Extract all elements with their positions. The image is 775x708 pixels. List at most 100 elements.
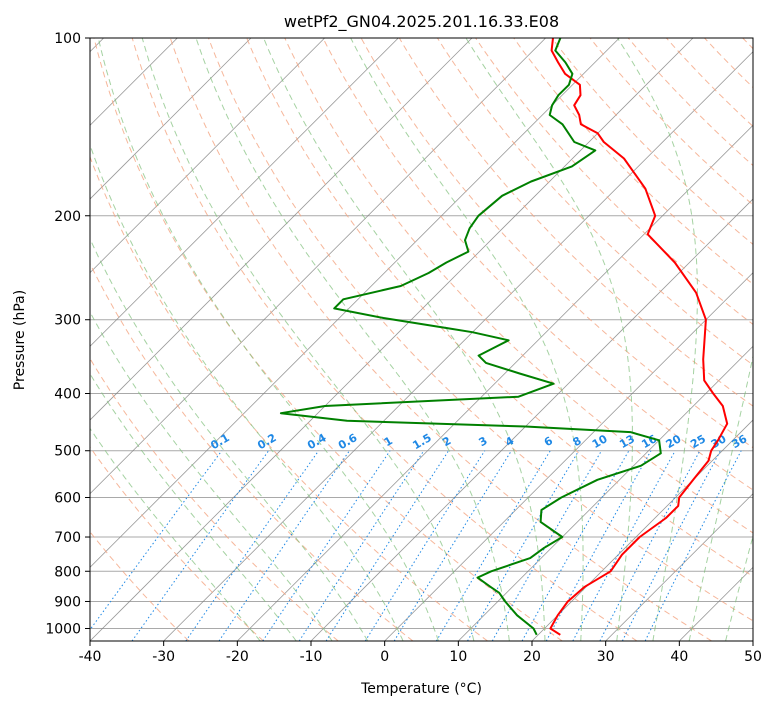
moist-adiabat-line <box>141 38 475 641</box>
axes: -40 -30 -20 -10 0 10 20 30 40 5010020030040050060… <box>45 31 762 665</box>
isotherm-line <box>384 272 753 641</box>
dry-adiabat-line <box>169 38 712 641</box>
dry-adiabat-line <box>666 38 753 128</box>
moist-adiabat-line <box>688 354 753 641</box>
moist-adiabat-line <box>97 38 439 641</box>
x-tick-label: 10 <box>449 649 467 665</box>
isotherm-line <box>90 38 694 641</box>
y-tick-label: 200 <box>54 209 81 225</box>
profiles <box>279 38 729 636</box>
isotherm-line <box>458 345 753 641</box>
mixing-ratio-line <box>435 450 551 641</box>
mixing-ratio-line <box>393 450 512 641</box>
background-lines <box>90 38 753 641</box>
mixing-ratio-label: 20 <box>664 432 684 451</box>
isotherm-line <box>90 38 325 274</box>
isotherm-line <box>163 51 753 641</box>
y-tick-label: 900 <box>54 594 81 610</box>
dry-adiabat-line <box>208 38 753 622</box>
moist-adiabat-line <box>90 427 261 641</box>
x-tick-label: 30 <box>597 649 615 665</box>
dry-adiabat-line <box>551 38 753 245</box>
dry-adiabat-line <box>131 38 638 641</box>
mixing-ratio-label: 10 <box>590 432 610 451</box>
x-tick-label: -40 <box>79 649 102 665</box>
dry-adiabat-line <box>90 446 264 641</box>
mixing-ratio-label: 36 <box>730 432 750 451</box>
mixing-ratio-line <box>185 450 320 641</box>
mixing-ratio-line <box>521 450 630 641</box>
dry-adiabat-line <box>627 38 753 167</box>
dry-adiabat-line <box>360 38 753 449</box>
dry-adiabat-line <box>90 155 488 641</box>
isotherm-line <box>90 38 399 347</box>
y-tick-label: 700 <box>54 530 81 546</box>
dry-adiabat-line <box>246 38 753 578</box>
y-tick-label: 1000 <box>45 621 81 637</box>
moist-adiabat-line <box>725 534 753 641</box>
mixing-ratio-line <box>364 450 486 641</box>
x-axis-label: Temperature (°C) <box>360 681 482 697</box>
x-tick-label: 40 <box>670 649 688 665</box>
moist-adiabat-line <box>90 237 369 641</box>
dry-adiabat-line <box>90 262 414 641</box>
isotherm-line <box>531 419 753 641</box>
dewpoint-profile-line <box>279 38 662 636</box>
dry-adiabat-line <box>475 38 753 326</box>
line-labels: 0.1 0.2 0.4 0.6 1 1.5 2 3 4 6 8 10 13 16 20 25 30 36 <box>208 431 749 452</box>
mixing-ratio-line <box>325 450 450 641</box>
y-tick-label: 600 <box>54 490 81 506</box>
moist-adiabat-line <box>195 38 510 641</box>
mixing-ratio-line <box>599 450 701 641</box>
y-tick-label: 300 <box>54 313 81 329</box>
isotherm-line <box>90 38 473 421</box>
temperature-profile-line <box>549 38 729 636</box>
y-tick-label: 500 <box>54 444 81 460</box>
dry-adiabat-line <box>704 38 753 89</box>
mixing-ratio-label: 8 <box>570 434 583 449</box>
mixing-ratio-label: 1.5 <box>410 431 433 452</box>
moist-adiabat-line <box>350 38 584 641</box>
dry-adiabat-line <box>90 357 339 641</box>
isotherm-line <box>90 38 620 568</box>
mixing-ratio-line <box>131 450 270 641</box>
mixing-ratio-line <box>90 450 223 631</box>
dry-adiabat-line <box>322 38 753 491</box>
mixing-ratio-line <box>545 450 652 641</box>
mixing-ratio-label: 1 <box>382 434 395 449</box>
isotherm-line <box>752 640 753 641</box>
chart-title: wetPf2_GN04.2025.201.16.33.E08 <box>284 12 559 32</box>
mixing-ratio-label: 6 <box>542 434 555 449</box>
x-tick-label: 20 <box>523 649 541 665</box>
y-axis-label: Pressure (hPa) <box>12 290 28 390</box>
moist-adiabat-line <box>90 311 333 641</box>
mixing-ratio-line <box>621 450 721 641</box>
dry-adiabat-line <box>589 38 753 206</box>
isotherm-line <box>237 124 753 641</box>
mixing-ratio-line <box>491 450 602 641</box>
mixing-ratio-line <box>298 450 425 641</box>
mixing-ratio-label: 13 <box>617 432 637 451</box>
isotherm-line <box>679 566 753 641</box>
dry-adiabat-line <box>742 38 753 50</box>
isotherm-line <box>605 493 753 641</box>
plot-frame <box>89 37 754 642</box>
moist-adiabat-line <box>90 143 404 641</box>
mixing-ratio-line <box>644 450 742 641</box>
x-tick-label: 0 <box>380 649 389 665</box>
y-tick-label: 400 <box>54 387 81 403</box>
mixing-ratio-line <box>218 450 350 641</box>
x-tick-label: -30 <box>152 649 175 665</box>
dry-adiabat-line <box>398 38 753 407</box>
isotherm-line <box>90 38 546 495</box>
mixing-ratio-label: 0.1 <box>208 431 231 452</box>
x-tick-label: -20 <box>226 649 249 665</box>
moist-adiabat-line <box>90 372 297 641</box>
y-tick-label: 800 <box>54 564 81 580</box>
mixing-ratio-line <box>572 450 676 641</box>
x-tick-label: -10 <box>300 649 323 665</box>
x-tick-label: 50 <box>744 649 762 665</box>
isotherm-line <box>90 38 252 200</box>
